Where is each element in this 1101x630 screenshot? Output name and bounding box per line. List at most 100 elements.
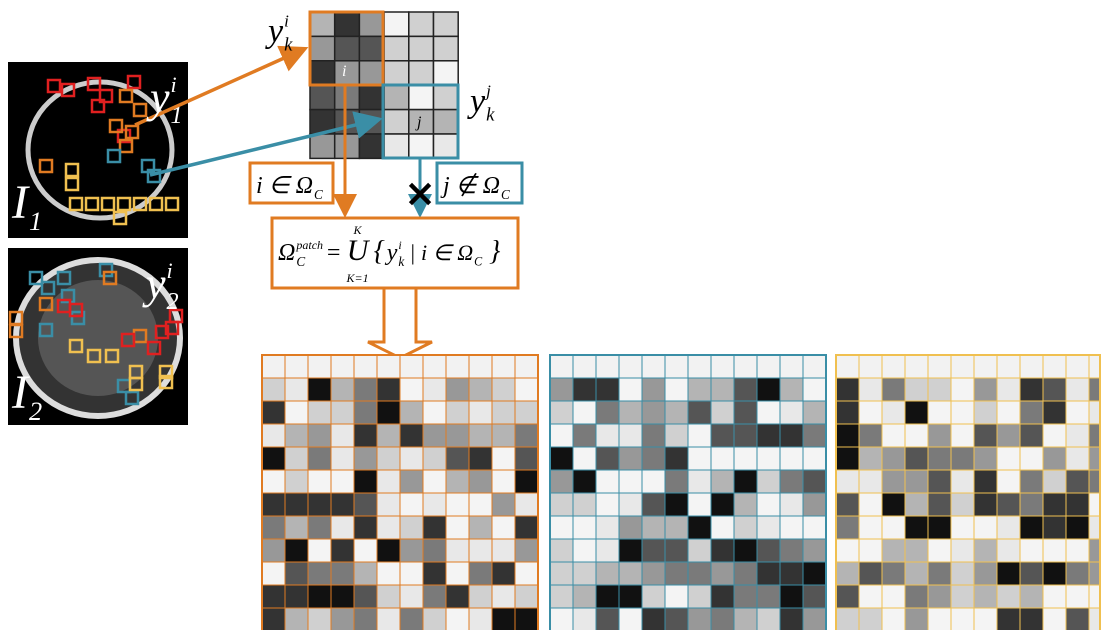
matrix-cell	[446, 539, 469, 562]
matrix-cell	[951, 401, 974, 424]
matrix-cell	[619, 608, 642, 630]
matrix-cell	[928, 470, 951, 493]
matrix-cell	[665, 539, 688, 562]
matrix-cell	[354, 355, 377, 378]
matrix-cell	[354, 539, 377, 562]
matrix-cell	[734, 470, 757, 493]
matrix-cell	[377, 470, 400, 493]
matrix-cell	[308, 378, 331, 401]
matrix-cell	[1043, 447, 1066, 470]
matrix-cell	[550, 539, 573, 562]
matrix-cell	[377, 585, 400, 608]
math-base: I	[11, 366, 30, 419]
equals: =	[325, 240, 341, 266]
matrix-cell	[446, 470, 469, 493]
matrix-cell	[550, 585, 573, 608]
matrix-cell	[780, 401, 803, 424]
matrix-cell	[550, 378, 573, 401]
matrix-cell	[780, 447, 803, 470]
math-sub: k	[284, 35, 293, 56]
matrix-cell	[711, 562, 734, 585]
matrix-cell	[262, 355, 285, 378]
matrix-cell	[1020, 516, 1043, 539]
matrix-cell	[596, 608, 619, 630]
matrix-cell	[780, 516, 803, 539]
matrix-cell	[331, 355, 354, 378]
math-sub: 2	[29, 396, 42, 426]
matrix-cell	[882, 401, 905, 424]
matrix-cell	[711, 608, 734, 630]
math-sup: i	[398, 238, 401, 252]
matrix-cell	[446, 516, 469, 539]
matrix-cell	[642, 447, 665, 470]
matrix-cell	[711, 447, 734, 470]
matrix-cell	[1043, 401, 1066, 424]
matrix-cell	[734, 493, 757, 516]
matrix-cell	[446, 562, 469, 585]
matrix-cell	[997, 562, 1020, 585]
matrix-cell	[377, 378, 400, 401]
math-base: j ∉ Ω	[440, 172, 500, 199]
matrix-cell	[688, 378, 711, 401]
matrix-cell	[836, 585, 859, 608]
grid-cell	[434, 36, 459, 60]
matrix-cell	[974, 608, 997, 630]
matrix-cell	[377, 516, 400, 539]
matrix-cell	[331, 493, 354, 516]
matrix-cell	[1066, 516, 1089, 539]
matrix-cell	[596, 585, 619, 608]
matrix-cell	[803, 424, 826, 447]
matrix-cell	[354, 424, 377, 447]
brace: {	[374, 236, 385, 267]
matrix-cell	[285, 562, 308, 585]
matrix-cell	[836, 493, 859, 516]
math-base: Ω	[278, 240, 295, 266]
matrix-cell	[1020, 608, 1043, 630]
matrix-cell	[354, 516, 377, 539]
matrix-cell	[469, 493, 492, 516]
matrix-cell	[262, 585, 285, 608]
matrix-cell	[688, 355, 711, 378]
matrix-cell	[262, 539, 285, 562]
matrix-cell	[1066, 470, 1089, 493]
matrix-cell	[1066, 608, 1089, 630]
matrix-cell	[1020, 470, 1043, 493]
matrix-cell	[928, 401, 951, 424]
hollow-arrow	[368, 288, 432, 358]
matrix-cell	[331, 562, 354, 585]
matrix-cell	[803, 585, 826, 608]
matrix-cell	[757, 539, 780, 562]
matrix-cell	[882, 470, 905, 493]
matrix-cell	[308, 516, 331, 539]
matrix-cell	[469, 585, 492, 608]
matrix-cell	[780, 539, 803, 562]
matrix-cell	[803, 470, 826, 493]
matrix-cell	[974, 447, 997, 470]
page: {"top_grid": {"row_label": {"base": "y",…	[0, 0, 1101, 630]
matrix-cell	[331, 539, 354, 562]
matrix-cell	[951, 585, 974, 608]
matrix-cell	[997, 585, 1020, 608]
matrix-cell	[642, 401, 665, 424]
matrix-cell	[803, 401, 826, 424]
matrix-cell	[665, 585, 688, 608]
matrix-cell	[859, 470, 882, 493]
matrix-cell	[262, 447, 285, 470]
math-sub: C	[501, 187, 510, 202]
matrix-cell	[859, 447, 882, 470]
matrix-cell	[619, 447, 642, 470]
matrix-cell	[951, 470, 974, 493]
matrix-cell	[711, 516, 734, 539]
matrix-cell	[1066, 401, 1089, 424]
matrix-cell	[1043, 355, 1066, 378]
matrix-cell	[377, 562, 400, 585]
matrix-cell	[550, 562, 573, 585]
figure: × yikyjkijyi1I1yi2I2i ∈ ΩCj ∉ ΩCΩpatchC=…	[0, 0, 1101, 630]
matrix-cell	[974, 539, 997, 562]
matrix-cell	[688, 424, 711, 447]
matrix-cell	[997, 608, 1020, 630]
matrix-cell	[308, 562, 331, 585]
matrix-cell	[285, 424, 308, 447]
matrix-cell	[859, 493, 882, 516]
matrix-cell	[1043, 539, 1066, 562]
